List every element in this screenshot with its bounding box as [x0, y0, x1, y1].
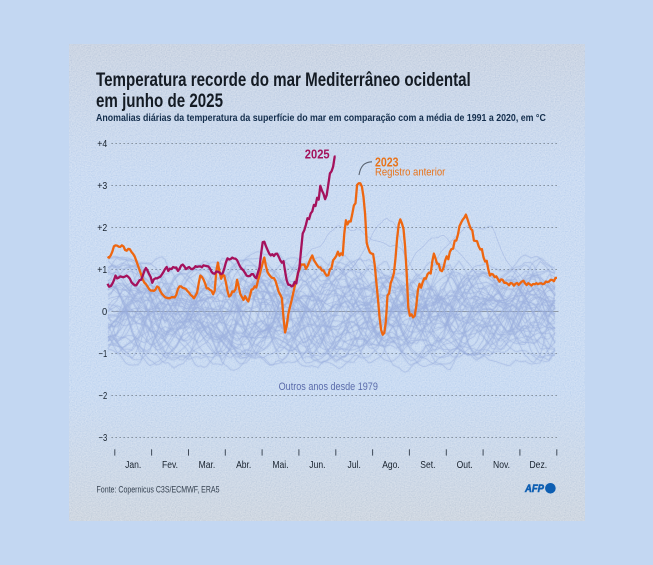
svg-text:+1: +1: [97, 265, 107, 276]
svg-text:0: 0: [102, 307, 108, 318]
svg-text:Fev.: Fev.: [162, 460, 178, 471]
svg-text:2023: 2023: [375, 154, 399, 169]
svg-text:Abr.: Abr.: [236, 460, 251, 471]
svg-text:−1: −1: [99, 349, 108, 360]
svg-text:Out.: Out.: [457, 460, 473, 471]
svg-text:Jul.: Jul.: [348, 460, 361, 471]
svg-text:Mar.: Mar.: [199, 460, 216, 471]
svg-text:Jan.: Jan.: [125, 460, 141, 471]
svg-text:Nov.: Nov.: [493, 460, 510, 471]
svg-text:+2: +2: [97, 223, 107, 234]
svg-text:Fonte: Copernicus C3S/ECMWF, E: Fonte: Copernicus C3S/ECMWF, ERA5: [97, 484, 220, 494]
svg-text:+3: +3: [97, 181, 107, 192]
svg-text:Jun.: Jun.: [309, 460, 325, 471]
svg-text:Set.: Set.: [420, 460, 435, 471]
svg-text:−2: −2: [99, 391, 108, 402]
svg-text:Outros anos desde 1979: Outros anos desde 1979: [279, 381, 378, 393]
svg-text:Ago.: Ago.: [382, 460, 400, 471]
svg-text:AFP: AFP: [524, 483, 545, 495]
svg-text:Mai.: Mai.: [272, 460, 288, 471]
svg-text:Registro anterior: Registro anterior: [375, 167, 445, 179]
svg-text:Dez.: Dez.: [530, 460, 548, 471]
svg-text:+4: +4: [97, 139, 107, 150]
svg-text:2025: 2025: [305, 147, 330, 162]
svg-text:−3: −3: [99, 433, 108, 444]
